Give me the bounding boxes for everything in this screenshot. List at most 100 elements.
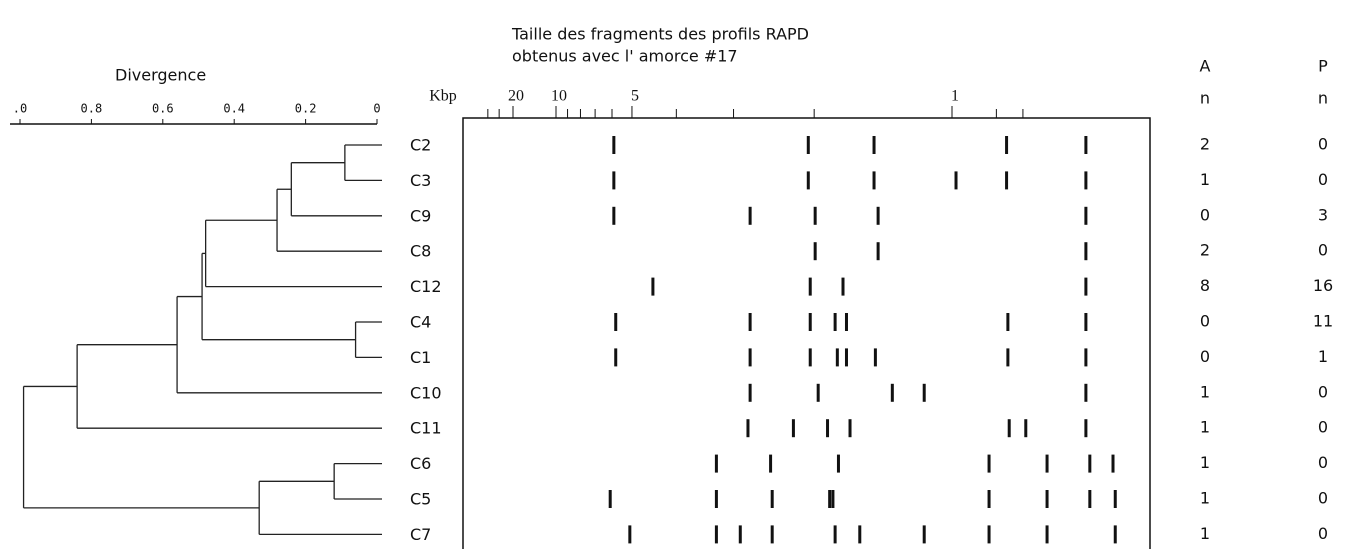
band [1008,419,1011,437]
row-label: C9 [410,206,431,225]
column-subheader: n [1200,89,1210,108]
band [1046,525,1049,543]
band [807,171,810,189]
band [809,278,812,296]
band [817,384,820,402]
band [834,313,837,331]
a-count: 0 [1200,347,1210,366]
band [858,525,861,543]
band [988,490,991,508]
band [1006,348,1009,366]
a-count: 2 [1200,135,1210,154]
kbp-tick-label: 5 [631,88,639,105]
band [715,490,718,508]
band [612,136,615,154]
p-count: 0 [1318,135,1328,154]
row-label: C4 [410,313,431,332]
p-count: 3 [1318,205,1328,224]
band [771,490,774,508]
p-count: 11 [1313,312,1333,331]
divergence-tick-label: .0 [13,102,27,116]
p-count: 0 [1318,382,1328,401]
band [836,348,839,366]
band [1084,419,1087,437]
band [628,525,631,543]
band [1088,490,1091,508]
kbp-label: Kbp [429,88,457,105]
a-count: 1 [1200,170,1210,189]
band [1024,419,1027,437]
band [1114,525,1117,543]
band [749,384,752,402]
a-count: 1 [1200,524,1210,543]
p-count: 0 [1318,170,1328,189]
band [845,313,848,331]
gel-frame [463,118,1150,549]
band [746,419,749,437]
kbp-tick-label: 1 [951,88,959,105]
band [1005,136,1008,154]
row-label: C6 [410,454,431,473]
band [1084,171,1087,189]
p-count: 0 [1318,524,1328,543]
band [1114,490,1117,508]
band [1084,136,1087,154]
band [877,207,880,225]
row-label: C12 [410,277,442,296]
band [955,171,958,189]
a-count: 0 [1200,312,1210,331]
p-count: 0 [1318,453,1328,472]
band [1088,455,1091,473]
band [1084,278,1087,296]
row-label: C2 [410,136,431,155]
title-line: obtenus avec l' amorce #17 [512,47,738,66]
band [849,419,852,437]
kbp-tick-label: 20 [508,88,524,105]
p-count: 1 [1318,347,1328,366]
a-count: 0 [1200,205,1210,224]
band [749,348,752,366]
divergence-tick-label: 0.6 [152,102,174,116]
band [651,278,654,296]
divergence-tick-label: 0 [373,102,380,116]
row-label: C1 [410,348,431,367]
a-count: 1 [1200,453,1210,472]
kbp-tick-label: 10 [551,88,567,105]
band [1084,207,1087,225]
band [923,525,926,543]
band [614,348,617,366]
column-header: P [1318,57,1328,76]
band [612,207,615,225]
band [1006,313,1009,331]
band [873,171,876,189]
band [837,455,840,473]
row-label: C8 [410,242,431,261]
row-label: C11 [410,419,442,438]
band [814,242,817,260]
band [749,207,752,225]
page: { "title_lines": ["Taille des fragments … [0,0,1349,549]
band [792,419,795,437]
divergence-tick-label: 0.4 [223,102,245,116]
column-header: A [1200,57,1211,76]
band [831,490,834,508]
p-count: 0 [1318,418,1328,437]
p-count: 16 [1313,276,1333,295]
a-count: 1 [1200,382,1210,401]
divergence-label: Divergence [115,66,206,85]
row-label: C5 [410,490,431,509]
band [715,455,718,473]
band [877,242,880,260]
band [614,313,617,331]
band [809,348,812,366]
band [715,525,718,543]
band [749,313,752,331]
divergence-tick-label: 0.8 [81,102,103,116]
column-subheader: n [1318,89,1328,108]
title-line: Taille des fragments des profils RAPD [511,25,809,44]
band [1084,242,1087,260]
band [612,171,615,189]
band [1112,455,1115,473]
divergence-tick-label: 0.2 [295,102,317,116]
row-label: C10 [410,383,442,402]
